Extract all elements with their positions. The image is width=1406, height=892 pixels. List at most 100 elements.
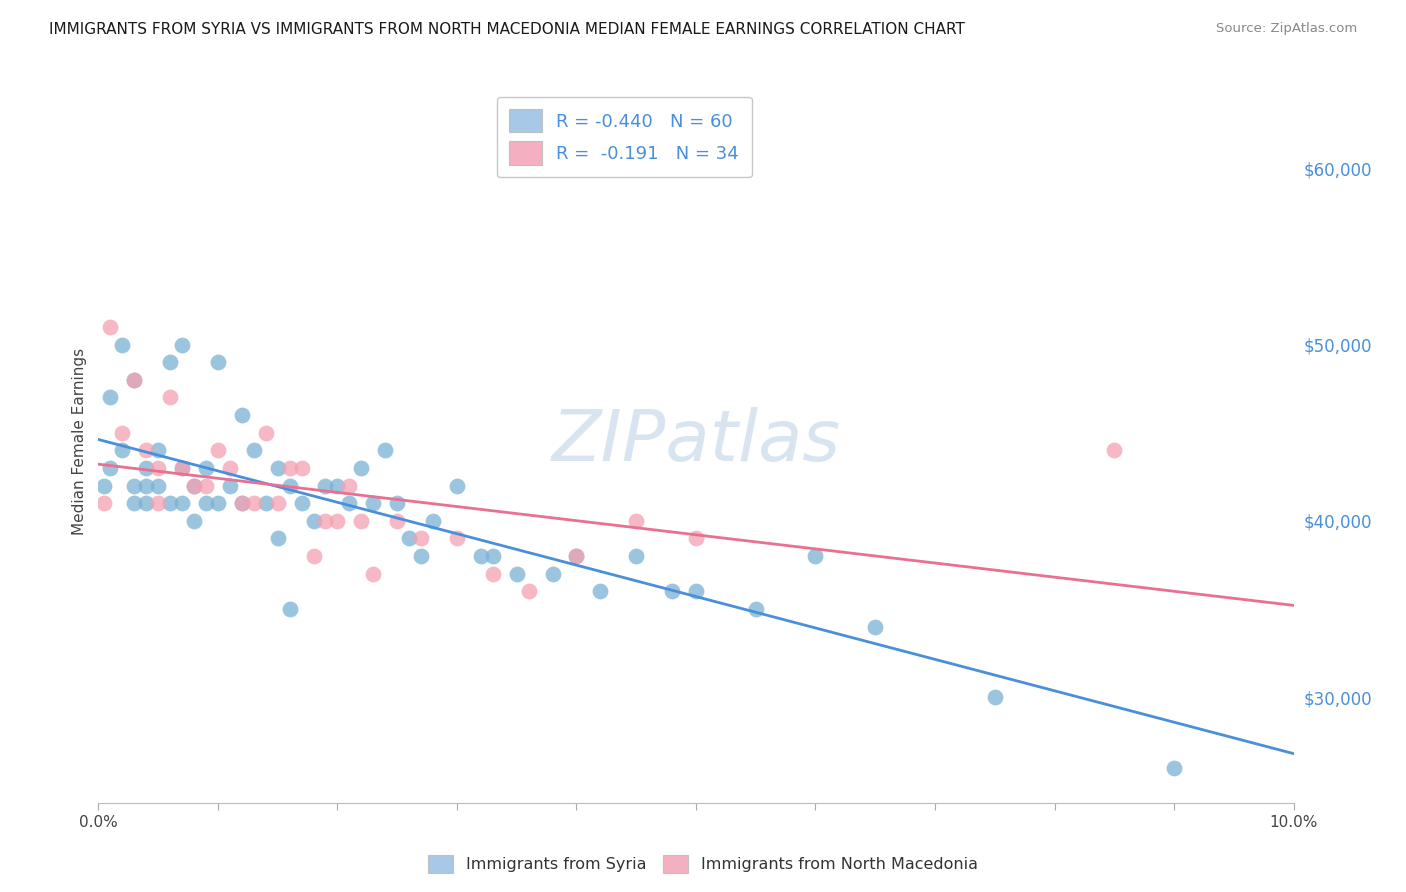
- Point: [278, 478, 301, 492]
- Point: [183, 514, 205, 528]
- Point: [243, 496, 266, 510]
- Point: [326, 514, 349, 528]
- Point: [207, 355, 229, 369]
- Point: [183, 478, 205, 492]
- Point: [278, 602, 301, 616]
- Point: [172, 337, 194, 351]
- Point: [172, 461, 194, 475]
- Point: [541, 566, 564, 581]
- Point: [291, 496, 314, 510]
- Point: [865, 619, 887, 633]
- Point: [1104, 443, 1126, 458]
- Point: [589, 584, 612, 599]
- Point: [984, 690, 1007, 704]
- Point: [339, 478, 361, 492]
- Point: [745, 602, 768, 616]
- Point: [804, 549, 827, 563]
- Point: [565, 549, 588, 563]
- Point: [398, 532, 420, 546]
- Point: [385, 514, 409, 528]
- Point: [183, 478, 205, 492]
- Point: [195, 478, 218, 492]
- Point: [626, 549, 648, 563]
- Point: [446, 478, 468, 492]
- Point: [159, 355, 181, 369]
- Point: [148, 443, 170, 458]
- Point: [243, 443, 266, 458]
- Point: [385, 496, 409, 510]
- Point: [315, 478, 337, 492]
- Point: [267, 496, 290, 510]
- Point: [470, 549, 492, 563]
- Text: Source: ZipAtlas.com: Source: ZipAtlas.com: [1216, 22, 1357, 36]
- Point: [291, 461, 314, 475]
- Point: [517, 584, 540, 599]
- Point: [254, 496, 277, 510]
- Point: [315, 514, 337, 528]
- Point: [219, 478, 242, 492]
- Point: [135, 461, 157, 475]
- Point: [685, 532, 707, 546]
- Point: [482, 566, 505, 581]
- Point: [135, 496, 157, 510]
- Point: [350, 461, 373, 475]
- Point: [685, 584, 707, 599]
- Point: [422, 514, 444, 528]
- Point: [267, 532, 290, 546]
- Point: [98, 391, 122, 405]
- Point: [374, 443, 396, 458]
- Point: [124, 478, 146, 492]
- Point: [446, 532, 468, 546]
- Point: [231, 496, 253, 510]
- Text: IMMIGRANTS FROM SYRIA VS IMMIGRANTS FROM NORTH MACEDONIA MEDIAN FEMALE EARNINGS : IMMIGRANTS FROM SYRIA VS IMMIGRANTS FROM…: [49, 22, 965, 37]
- Point: [565, 549, 588, 563]
- Point: [267, 461, 290, 475]
- Point: [159, 496, 181, 510]
- Y-axis label: Median Female Earnings: Median Female Earnings: [72, 348, 87, 535]
- Point: [111, 425, 134, 440]
- Legend: Immigrants from Syria, Immigrants from North Macedonia: Immigrants from Syria, Immigrants from N…: [422, 848, 984, 880]
- Point: [207, 496, 229, 510]
- Point: [135, 443, 157, 458]
- Point: [172, 496, 194, 510]
- Point: [148, 461, 170, 475]
- Point: [626, 514, 648, 528]
- Point: [339, 496, 361, 510]
- Point: [148, 496, 170, 510]
- Point: [326, 478, 349, 492]
- Point: [363, 566, 385, 581]
- Point: [148, 478, 170, 492]
- Point: [363, 496, 385, 510]
- Point: [135, 478, 157, 492]
- Text: ZIPatlas: ZIPatlas: [551, 407, 841, 476]
- Point: [124, 373, 146, 387]
- Point: [278, 461, 301, 475]
- Point: [411, 532, 433, 546]
- Point: [98, 320, 122, 334]
- Legend: R = -0.440   N = 60, R =  -0.191   N = 34: R = -0.440 N = 60, R = -0.191 N = 34: [496, 96, 752, 178]
- Point: [350, 514, 373, 528]
- Point: [231, 408, 253, 422]
- Point: [195, 461, 218, 475]
- Point: [254, 425, 277, 440]
- Point: [195, 496, 218, 510]
- Point: [661, 584, 683, 599]
- Point: [482, 549, 505, 563]
- Point: [1163, 760, 1185, 774]
- Point: [506, 566, 529, 581]
- Point: [219, 461, 242, 475]
- Point: [159, 391, 181, 405]
- Point: [111, 443, 134, 458]
- Point: [172, 461, 194, 475]
- Point: [124, 496, 146, 510]
- Point: [111, 337, 134, 351]
- Point: [302, 549, 325, 563]
- Point: [207, 443, 229, 458]
- Point: [98, 461, 122, 475]
- Point: [302, 514, 325, 528]
- Point: [231, 496, 253, 510]
- Point: [93, 496, 115, 510]
- Point: [93, 478, 115, 492]
- Point: [411, 549, 433, 563]
- Point: [124, 373, 146, 387]
